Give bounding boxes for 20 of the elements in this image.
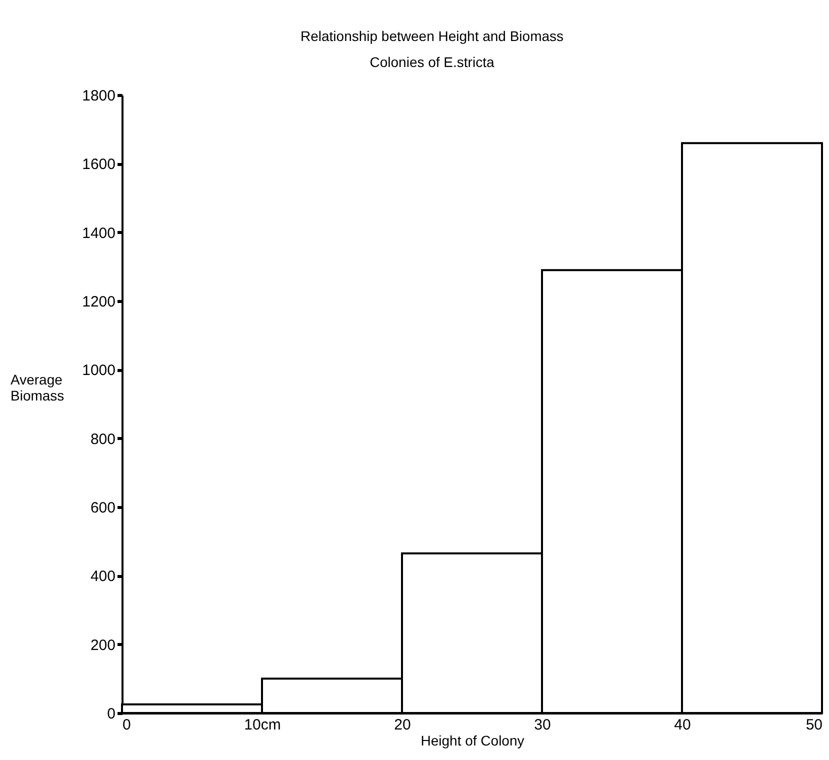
x-tick-label: 0: [122, 716, 131, 734]
x-axis-title: Height of Colony: [420, 732, 524, 748]
y-tick-label: 400: [90, 568, 116, 586]
y-tick-label: 0: [107, 706, 116, 722]
y-tick-label: 1600: [82, 156, 116, 174]
y-tick-label: 600: [90, 500, 116, 516]
x-tick-label: 40: [674, 716, 691, 734]
x-tick-label: 10cm: [244, 716, 281, 734]
y-tick-label: 1400: [82, 224, 116, 242]
x-tick-label: 50: [806, 716, 822, 734]
y-tick-label: 200: [90, 636, 116, 654]
chart-title: Relationship between Height and Biomass: [300, 28, 564, 44]
y-tick-label: 800: [90, 430, 116, 448]
y-tick-label: 1200: [82, 294, 116, 310]
y-tick-label: 1800: [82, 88, 116, 104]
y-axis-title: Average Biomass: [10, 372, 64, 404]
y-tick-label: 1000: [82, 362, 116, 380]
x-tick-label: 20: [394, 716, 411, 734]
chart-subtitle: Colonies of E.stricta: [370, 54, 494, 70]
x-tick-label: 30: [534, 716, 551, 734]
